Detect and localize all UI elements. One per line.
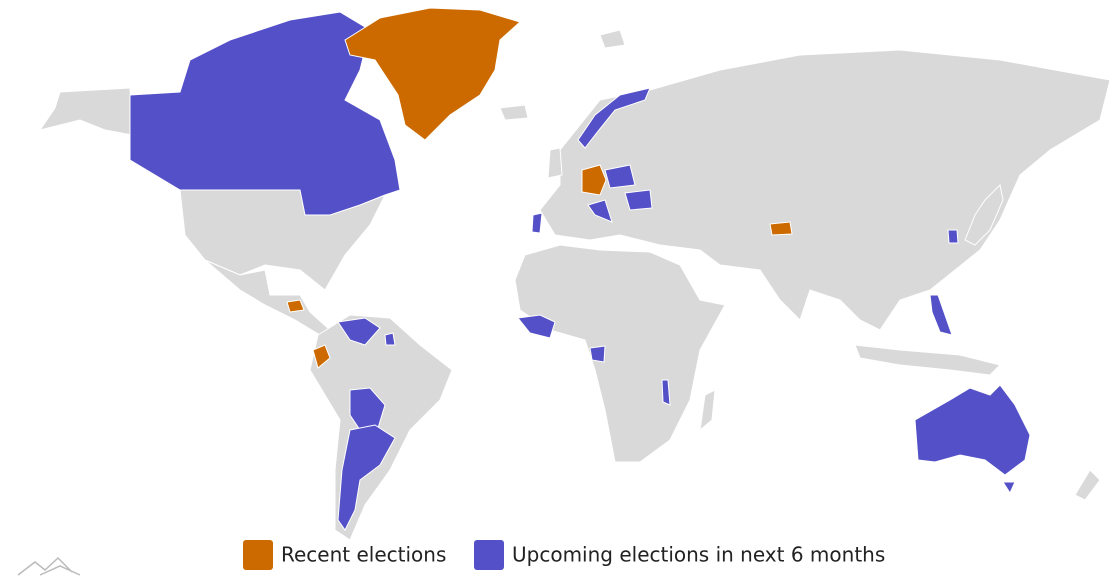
legend-swatch — [474, 540, 504, 570]
svalbard — [599, 29, 626, 49]
alaska — [38, 87, 133, 136]
tajikistan — [769, 221, 793, 236]
romania — [624, 189, 653, 211]
madagascar — [699, 389, 716, 432]
legend: Recent elections Upcoming elections in n… — [243, 540, 885, 570]
ivory-coast — [517, 314, 556, 339]
legend-label: Upcoming elections in next 6 months — [512, 543, 885, 567]
australia — [914, 384, 1031, 476]
new-zealand — [1074, 469, 1101, 501]
guyana — [384, 332, 396, 346]
uk — [547, 147, 563, 179]
indonesia — [854, 344, 1001, 376]
malawi — [661, 379, 671, 406]
germany — [581, 164, 607, 196]
legend-swatch — [243, 540, 273, 570]
iceland — [499, 104, 529, 121]
argentina — [337, 424, 396, 531]
japan — [964, 183, 1004, 246]
logo — [17, 556, 81, 576]
portugal — [531, 212, 543, 234]
eurasia — [539, 49, 1111, 331]
croatia — [587, 199, 613, 223]
ecuador — [312, 344, 331, 369]
south-america — [309, 314, 453, 541]
highlighted-countries — [129, 7, 1031, 531]
south-korea — [947, 229, 959, 244]
norway — [577, 87, 651, 149]
africa — [514, 244, 726, 463]
canada — [129, 11, 401, 216]
venezuela — [337, 317, 381, 346]
poland — [604, 164, 636, 189]
central-america — [204, 259, 331, 336]
tasmania — [1002, 481, 1016, 495]
legend-label: Recent elections — [281, 543, 446, 567]
gabon — [589, 345, 606, 363]
philippines — [929, 294, 953, 336]
greenland — [344, 7, 521, 141]
honduras — [286, 299, 305, 313]
